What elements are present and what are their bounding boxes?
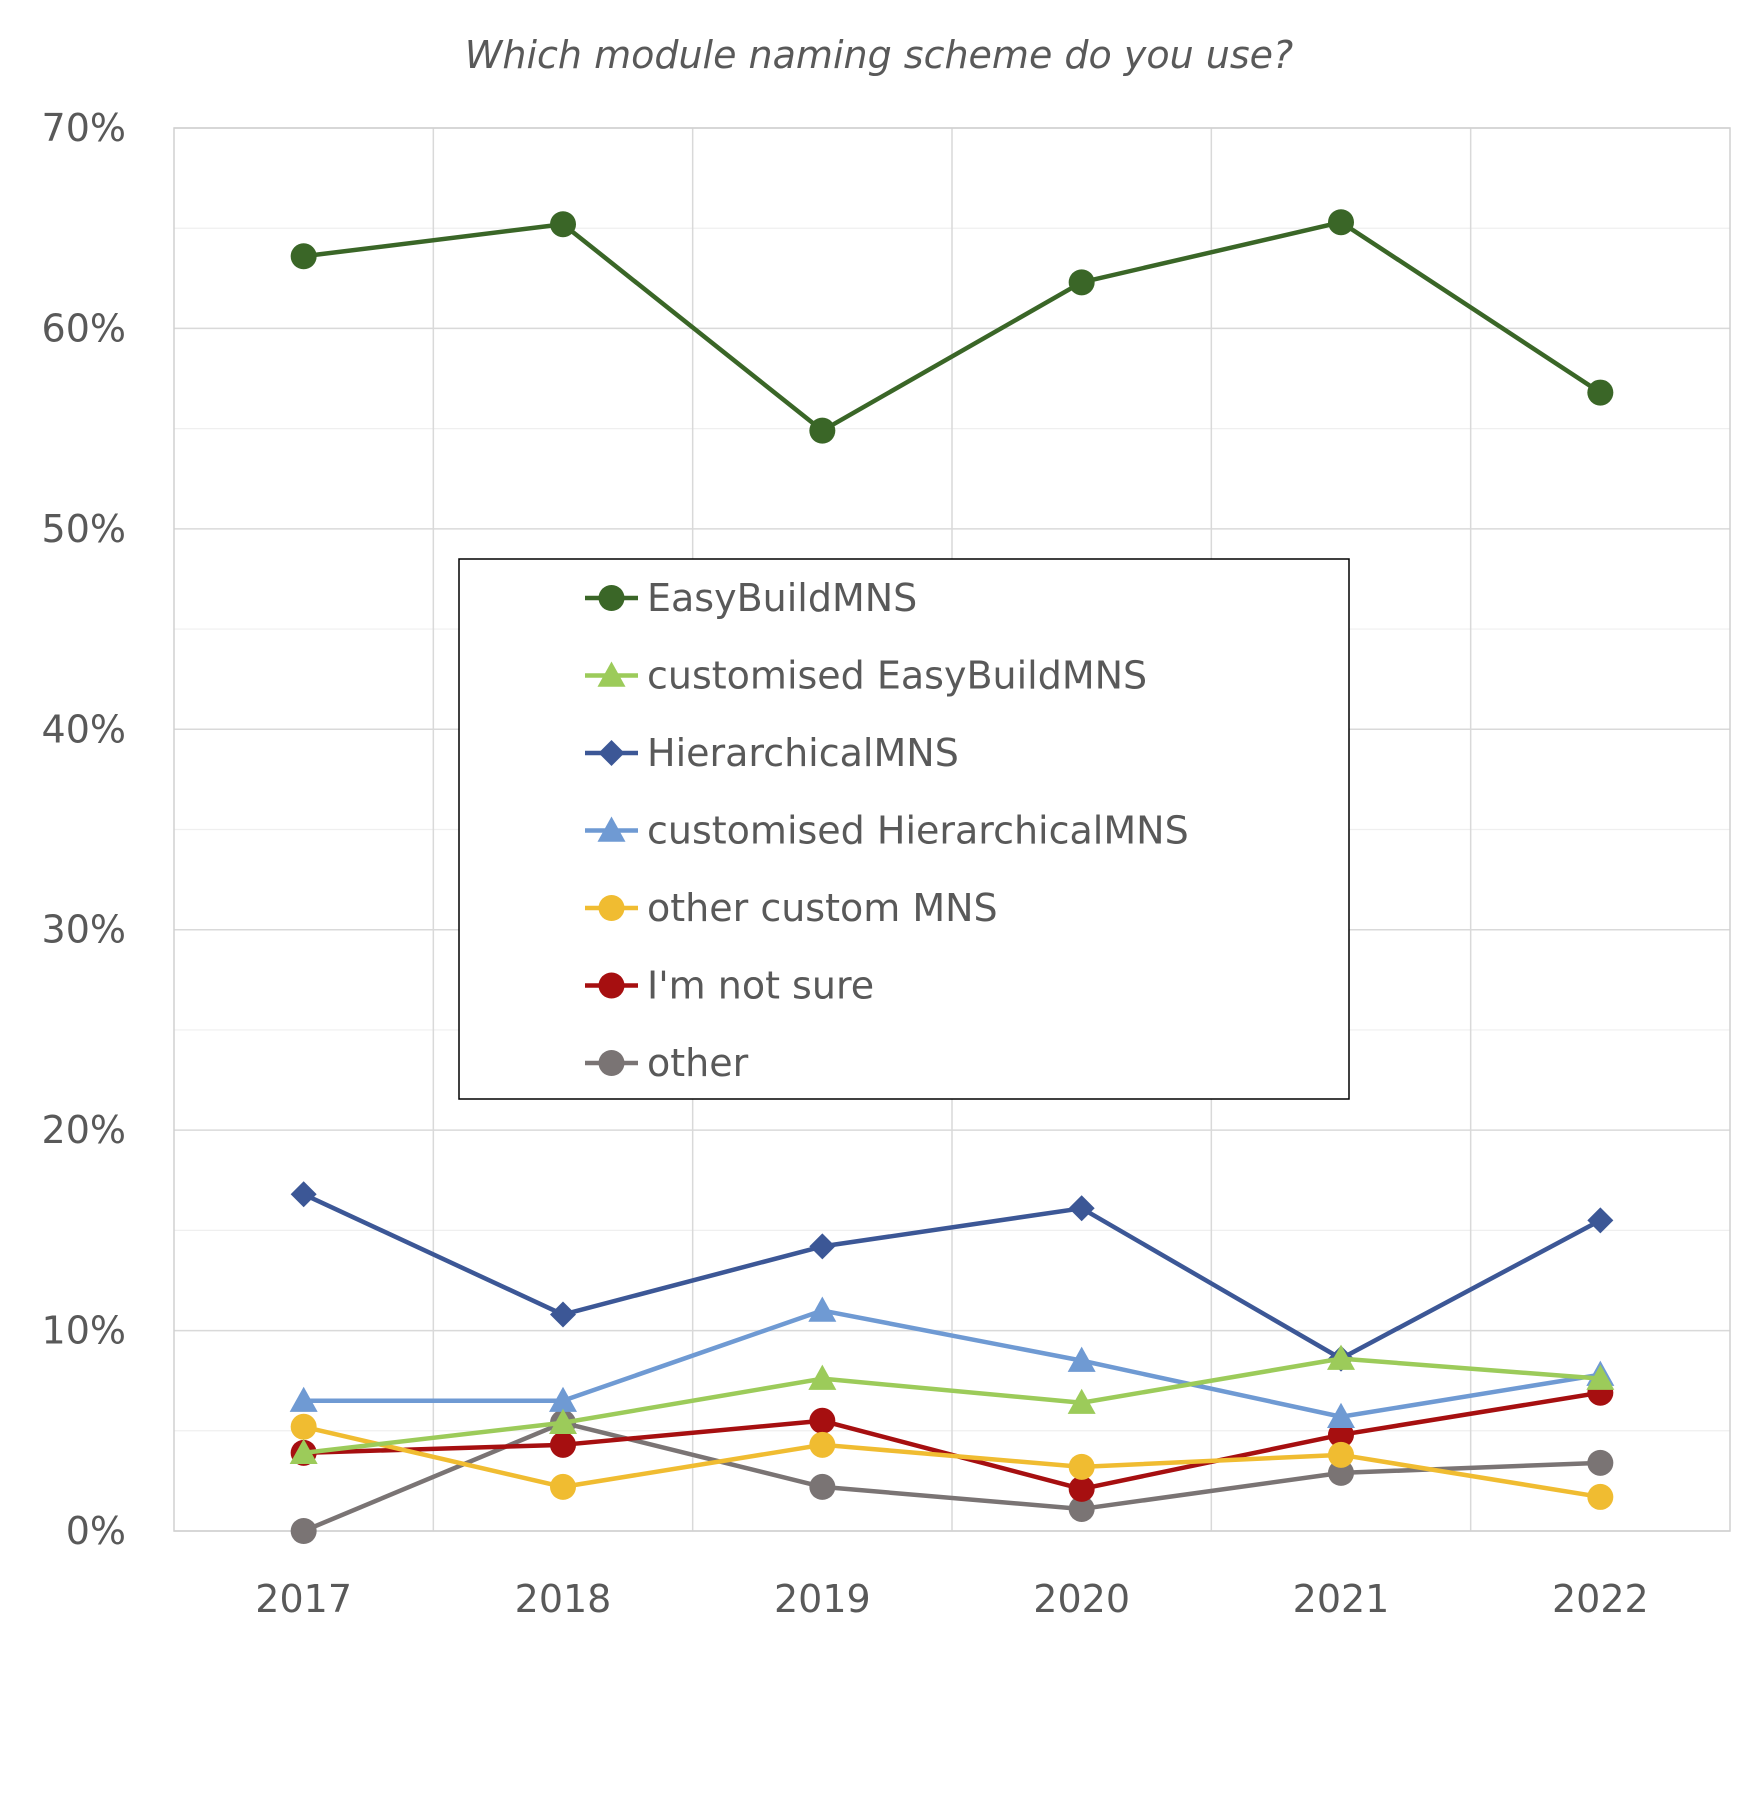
- legend-label: other custom MNS: [647, 886, 998, 930]
- data-point: [290, 1518, 317, 1544]
- data-point: [1328, 209, 1354, 236]
- data-point: [1068, 1475, 1095, 1502]
- legend-item: HierarchicalMNS: [585, 731, 959, 775]
- data-point: [809, 1407, 836, 1434]
- legend-label: other: [647, 1041, 749, 1085]
- y-tick-label: 70%: [42, 106, 126, 150]
- data-point: [1068, 1495, 1095, 1522]
- legend-box: [458, 558, 1350, 1100]
- data-point: [1068, 1453, 1095, 1480]
- data-point: [1587, 1207, 1614, 1234]
- legend-item: other: [585, 1041, 749, 1085]
- series-4: [290, 1413, 1614, 1510]
- y-tick-label: 60%: [42, 306, 126, 350]
- series-line: [303, 1356, 1601, 1456]
- data-point: [1587, 1449, 1614, 1476]
- plot-area-border: [173, 127, 1731, 1532]
- data-point: [290, 1413, 317, 1440]
- y-tick-label: 50%: [42, 507, 126, 551]
- legend-marker: [598, 972, 625, 999]
- data-point: [289, 1386, 318, 1412]
- data-point: [1068, 269, 1095, 296]
- x-tick-label: 2017: [255, 1577, 352, 1621]
- y-axis: 0% 10% 20% 30% 40% 50% 60% 70%: [42, 106, 126, 1553]
- data-point: [549, 1408, 577, 1434]
- legend-label: HierarchicalMNS: [647, 731, 959, 775]
- x-tick-label: 2018: [515, 1577, 612, 1621]
- data-point: [290, 243, 317, 270]
- data-point: [550, 211, 576, 238]
- series-0: [290, 209, 1614, 444]
- data-point: [808, 1296, 837, 1322]
- data-point: [1328, 1441, 1354, 1468]
- series-1: [289, 1344, 1615, 1465]
- x-tick-label: 2022: [1552, 1577, 1649, 1621]
- legend-item: customised HierarchicalMNS: [585, 809, 1189, 853]
- series-line: [303, 219, 1602, 433]
- data-point: [1587, 1483, 1614, 1510]
- x-axis: 2017 2018 2019 2020 2021 2022: [255, 1577, 1648, 1621]
- legend-item: other custom MNS: [585, 886, 998, 930]
- legend-marker: [598, 895, 625, 921]
- data-point: [809, 1233, 836, 1260]
- legend-marker: [598, 585, 625, 611]
- legend-label: I'm not sure: [647, 964, 874, 1008]
- data-point: [808, 1364, 837, 1390]
- series-layer: [289, 209, 1615, 1544]
- y-tick-label: 40%: [42, 707, 126, 751]
- data-point: [1327, 1344, 1355, 1370]
- data-point: [1328, 1421, 1354, 1448]
- x-tick-label: 2019: [774, 1577, 871, 1621]
- x-tick-label: 2021: [1293, 1577, 1390, 1621]
- legend: EasyBuildMNS customised EasyBuildMNS Hiera…: [458, 558, 1350, 1100]
- series-2: [290, 1181, 1614, 1372]
- data-point: [1068, 1195, 1095, 1222]
- legend-marker: [597, 816, 626, 842]
- data-point: [809, 1431, 836, 1458]
- y-tick-label: 20%: [42, 1108, 126, 1152]
- data-point: [1067, 1388, 1096, 1414]
- data-point: [1586, 1364, 1615, 1390]
- data-point: [290, 1181, 317, 1208]
- data-point: [1067, 1346, 1096, 1372]
- legend-item: I'm not sure: [585, 964, 874, 1008]
- series-line: [303, 1424, 1601, 1500]
- series-line: [303, 1308, 1601, 1420]
- data-point: [550, 1473, 576, 1500]
- legend-label: customised HierarchicalMNS: [647, 809, 1189, 853]
- data-point: [809, 1473, 836, 1500]
- chart-title: Which module naming scheme do you use?: [465, 33, 1293, 77]
- y-tick-label: 0%: [66, 1509, 126, 1553]
- data-point: [1327, 1402, 1355, 1428]
- legend-item: EasyBuildMNS: [585, 576, 917, 620]
- legend-marker: [598, 740, 625, 766]
- legend-marker: [597, 661, 626, 687]
- legend-item: customised EasyBuildMNS: [585, 654, 1147, 698]
- y-tick-label: 30%: [42, 908, 126, 952]
- series-line: [302, 1192, 1602, 1361]
- data-point: [1587, 379, 1614, 406]
- data-point: [549, 1386, 577, 1412]
- data-point: [1328, 1459, 1354, 1486]
- data-point: [550, 1431, 576, 1458]
- legend-label: customised EasyBuildMNS: [647, 654, 1147, 698]
- data-point: [550, 1301, 576, 1328]
- series-line: [302, 1420, 1601, 1534]
- x-tick-label: 2020: [1033, 1577, 1130, 1621]
- data-point: [809, 417, 836, 444]
- legend-label: EasyBuildMNS: [647, 576, 917, 620]
- data-point: [289, 1438, 318, 1465]
- y-tick-label: 10%: [42, 1309, 126, 1353]
- legend-marker: [598, 1050, 625, 1076]
